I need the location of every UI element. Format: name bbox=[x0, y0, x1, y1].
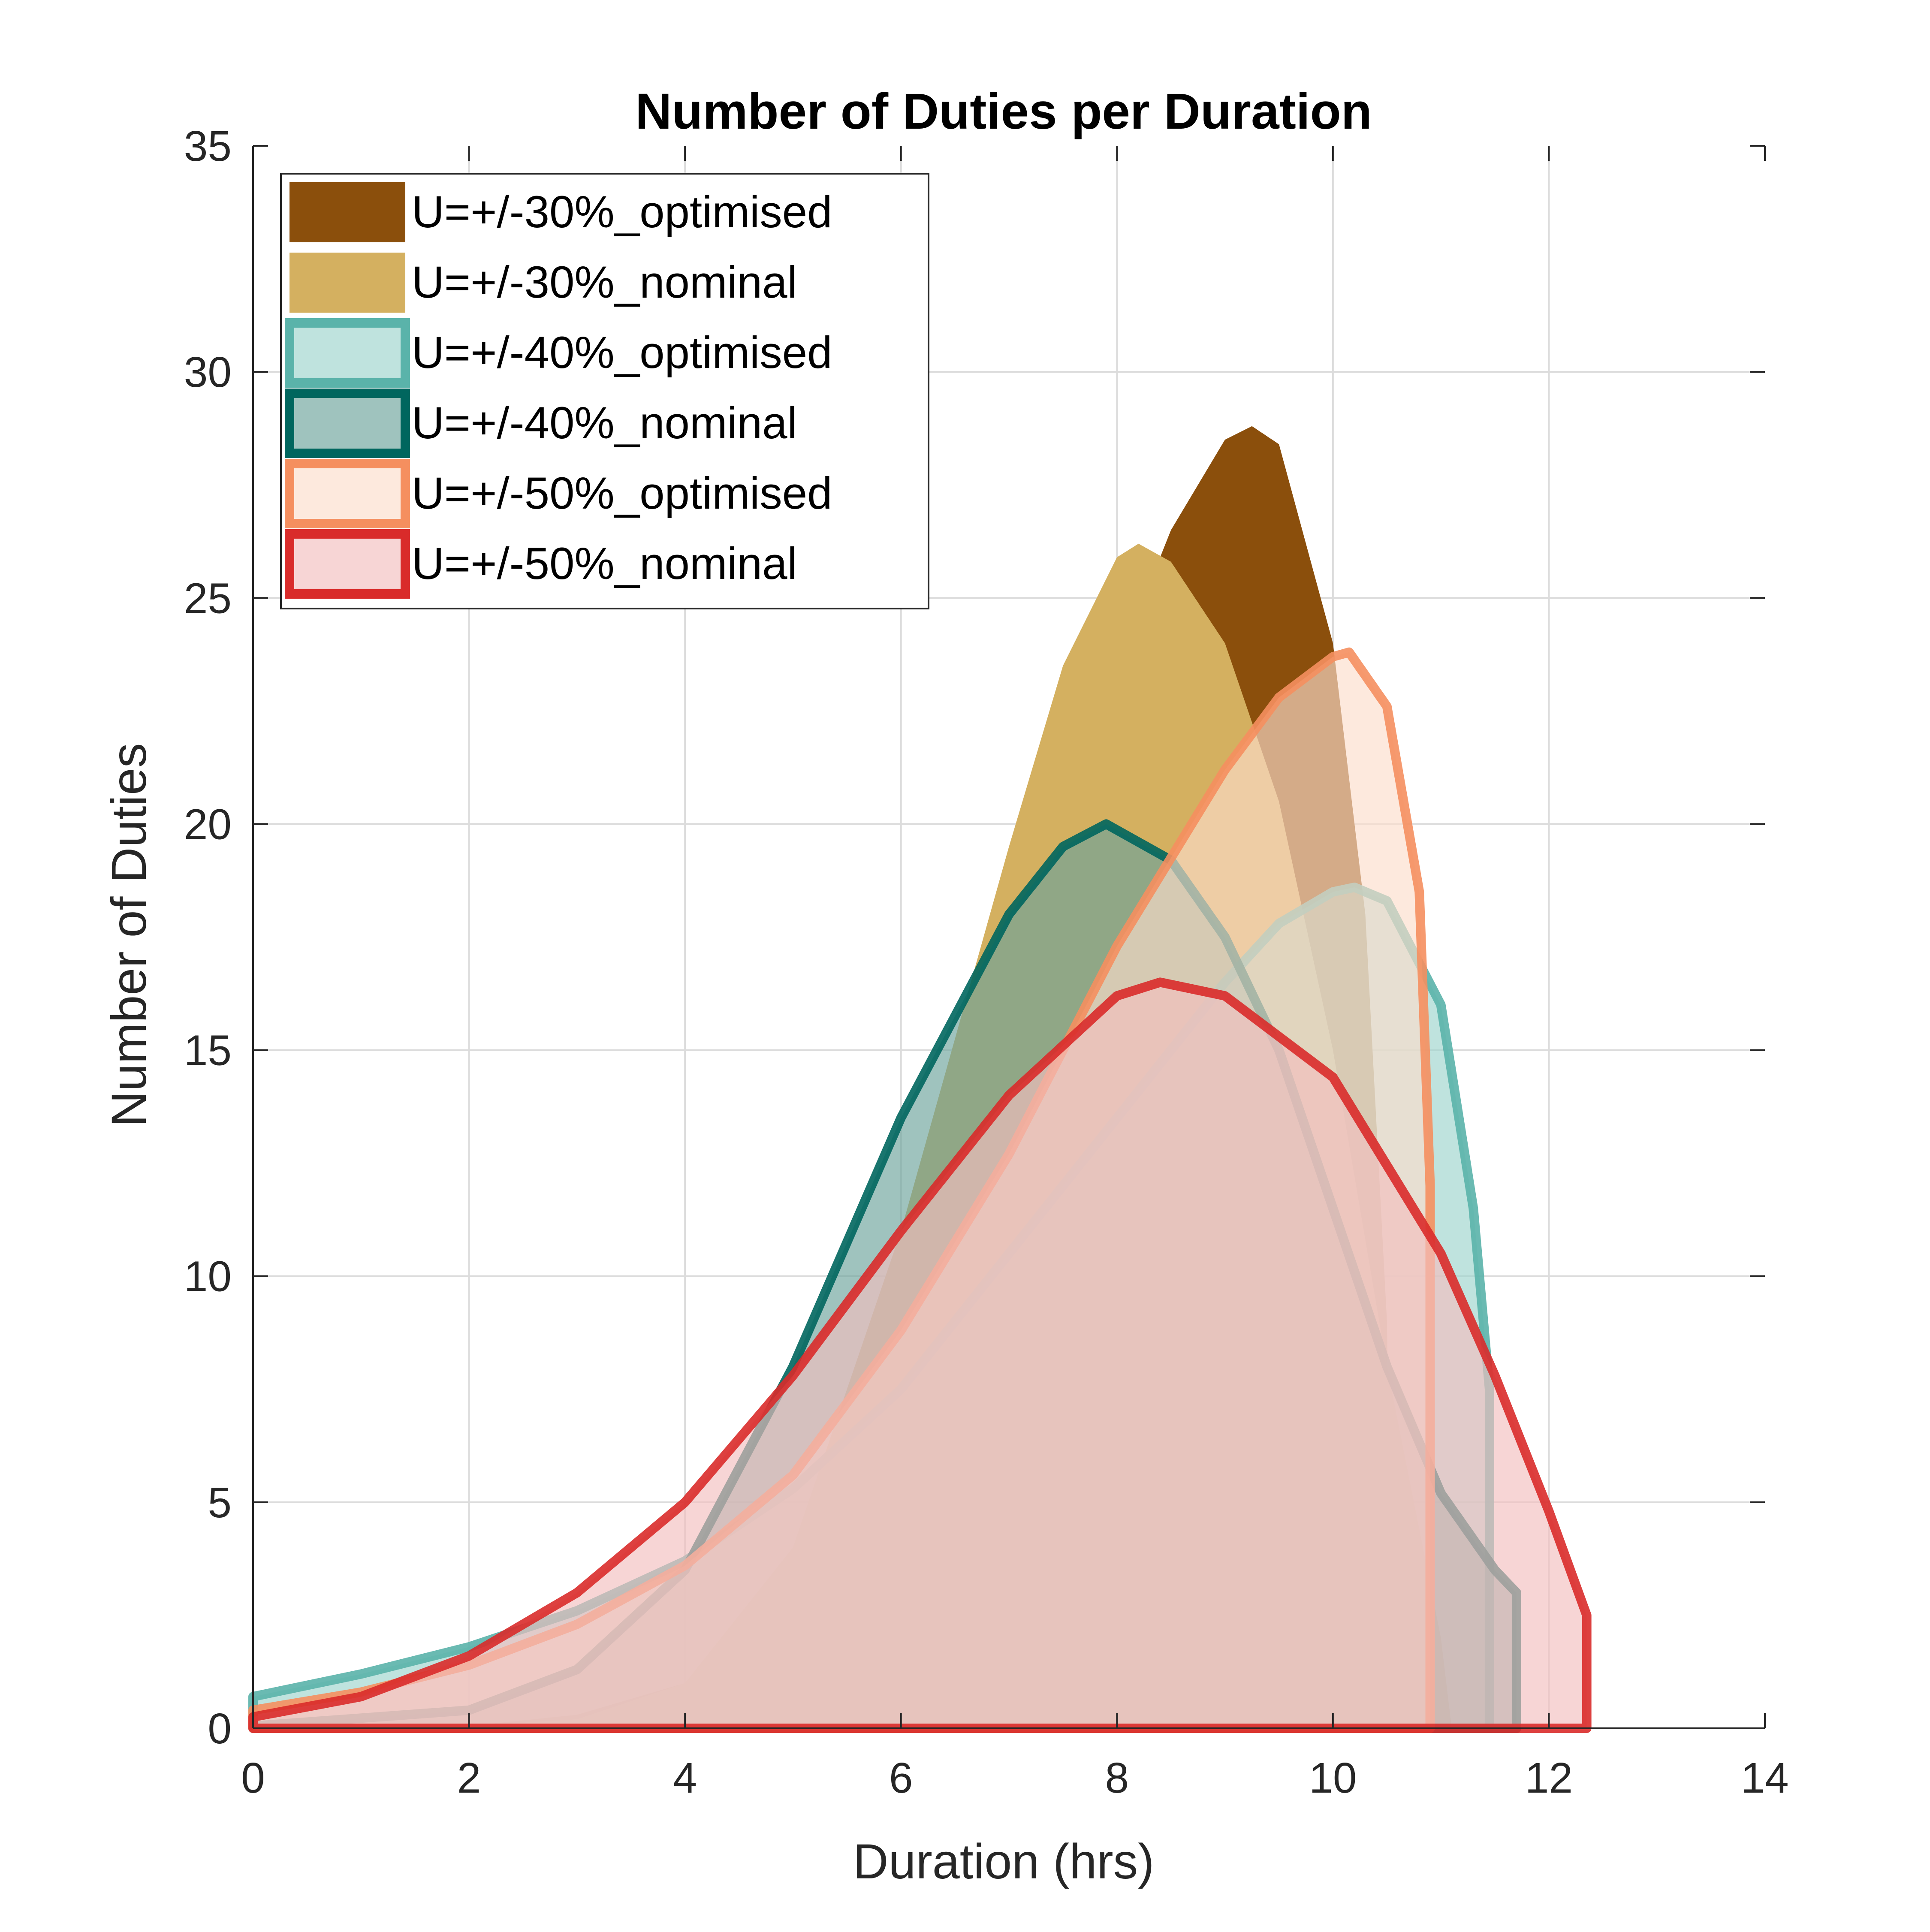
legend-label: U=+/-30%_optimised bbox=[412, 187, 832, 237]
x-tick-label: 0 bbox=[241, 1754, 265, 1802]
legend-swatch bbox=[285, 529, 410, 599]
legend: U=+/-30%_optimised U=+/-30%_nominal U=+/-4… bbox=[280, 173, 929, 609]
series-area-6 bbox=[248, 977, 1592, 1733]
legend-label: U=+/-50%_optimised bbox=[412, 468, 832, 518]
x-tick-label: 12 bbox=[1525, 1754, 1573, 1802]
x-tick-label: 10 bbox=[1309, 1754, 1357, 1802]
legend-label: U=+/-50%_nominal bbox=[412, 539, 797, 589]
legend-swatch bbox=[290, 253, 405, 313]
legend-label: U=+/-30%_nominal bbox=[412, 257, 797, 307]
axes: 0 2 4 6 8 10 12 14 0 5 10 15 20 25 30 35 bbox=[184, 122, 1789, 1802]
y-tick-label: 5 bbox=[208, 1479, 232, 1527]
x-tick-label: 2 bbox=[457, 1754, 481, 1802]
legend-swatch bbox=[285, 389, 410, 458]
y-tick-label: 0 bbox=[208, 1705, 232, 1753]
chart-title: Number of Duties per Duration bbox=[635, 83, 1372, 140]
legend-label: U=+/-40%_nominal bbox=[412, 398, 797, 448]
y-tick-label: 20 bbox=[184, 800, 232, 848]
x-tick-label: 14 bbox=[1741, 1754, 1788, 1802]
legend-swatch bbox=[285, 318, 410, 388]
y-tick-label: 25 bbox=[184, 574, 232, 622]
y-tick-label: 15 bbox=[184, 1027, 232, 1075]
y-tick-label: 30 bbox=[184, 348, 232, 396]
y-axis-label: Number of Duties bbox=[102, 743, 157, 1127]
legend-swatch bbox=[285, 459, 410, 528]
legend-swatch bbox=[290, 182, 405, 242]
legend-label: U=+/-40%_optimised bbox=[412, 328, 832, 378]
x-tick-label: 4 bbox=[673, 1754, 697, 1802]
x-tick-label: 8 bbox=[1105, 1754, 1129, 1802]
x-tick-label: 6 bbox=[889, 1754, 913, 1802]
y-tick-label: 10 bbox=[184, 1253, 232, 1301]
series-group bbox=[248, 426, 1592, 1733]
y-tick-label: 35 bbox=[184, 122, 232, 170]
x-axis-label: Duration (hrs) bbox=[853, 1834, 1155, 1889]
